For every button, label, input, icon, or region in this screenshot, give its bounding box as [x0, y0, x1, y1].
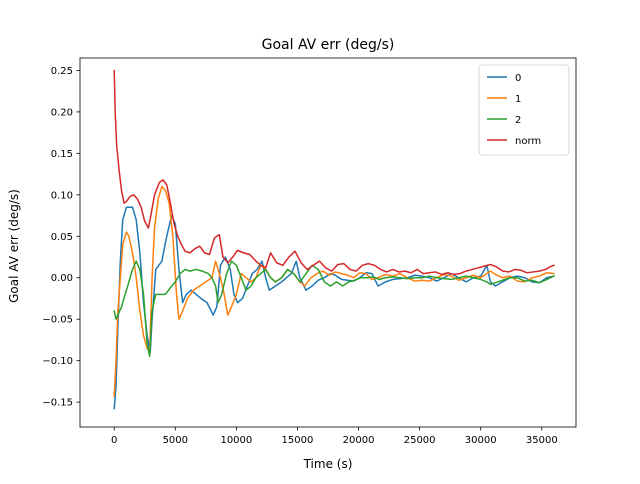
y-tick-label: 0.10	[51, 190, 73, 201]
y-tick-label: 0.15	[51, 149, 73, 160]
y-tick-label: −0.15	[42, 398, 73, 409]
y-tick-label: −0.10	[42, 356, 73, 367]
x-tick-label: 30000	[465, 435, 497, 446]
y-tick-label: −0.05	[42, 315, 73, 326]
y-tick-label: 0.20	[51, 107, 73, 118]
legend-label: 2	[515, 115, 521, 126]
legend: 0 1 2 norm	[478, 64, 570, 156]
x-tick-label: 5000	[163, 435, 188, 446]
y-axis-label: Goal AV err (deg/s)	[7, 189, 21, 303]
chart-title: Goal AV err (deg/s)	[262, 37, 395, 53]
legend-label: 0	[515, 73, 521, 84]
x-tick-label: 15000	[282, 435, 314, 446]
x-tick-label: 35000	[526, 435, 558, 446]
series-line-3	[113, 69, 555, 276]
legend-label: 1	[515, 94, 521, 105]
x-axis-label: Time (s)	[303, 457, 353, 471]
x-axis: 0 5000 10000 15000 20000 25000 30000 35000	[111, 427, 558, 446]
plot-frame	[79, 57, 577, 428]
x-tick-label: 20000	[343, 435, 375, 446]
series-line-2	[113, 260, 555, 358]
legend-box	[478, 64, 570, 156]
y-axis: −0.15 −0.10 −0.05 0.00 0.05 0.10 0.15 0.20 0.25	[42, 66, 80, 409]
legend-label: norm	[515, 136, 541, 147]
x-tick-label: 25000	[404, 435, 436, 446]
y-tick-label: 0.00	[51, 273, 73, 284]
y-tick-label: 0.25	[51, 66, 73, 77]
y-tick-label: 0.05	[51, 232, 73, 243]
series-layer	[113, 69, 555, 410]
x-tick-label: 0	[111, 435, 117, 446]
x-tick-label: 10000	[220, 435, 252, 446]
